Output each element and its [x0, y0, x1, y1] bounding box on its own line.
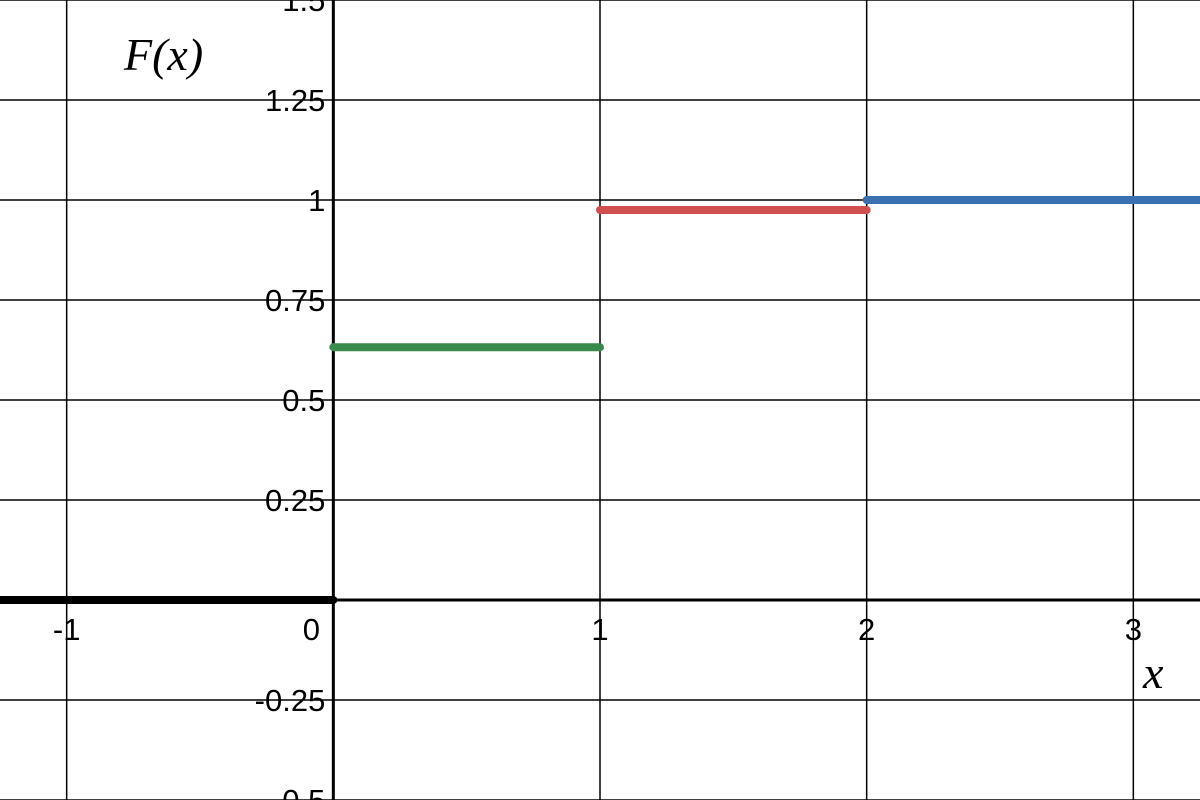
- y-tick-label: -0.25: [255, 683, 326, 718]
- y-tick-label: 1.5: [282, 0, 325, 18]
- y-tick-label: 0.75: [265, 283, 325, 318]
- x-tick-label: 1: [591, 612, 608, 647]
- y-tick-label: 0.5: [282, 383, 325, 418]
- x-tick-label: 0: [303, 612, 320, 647]
- x-tick-label: -1: [53, 612, 81, 647]
- x-tick-label: 3: [1125, 612, 1142, 647]
- tick-labels: -1 0 1 2 3 -0.5 -0.25 0.25 0.5 0.75 1 1.25 1.5: [53, 0, 1142, 800]
- y-tick-label: 0.25: [265, 483, 325, 518]
- y-axis-title: F(x): [123, 29, 203, 80]
- series-group: [0, 196, 1200, 604]
- x-axis-title: x: [1142, 647, 1164, 698]
- x-tick-label: 2: [858, 612, 875, 647]
- y-tick-label: -0.5: [272, 783, 325, 800]
- y-tick-label: 1: [308, 183, 325, 218]
- y-tick-label: 1.25: [265, 83, 325, 118]
